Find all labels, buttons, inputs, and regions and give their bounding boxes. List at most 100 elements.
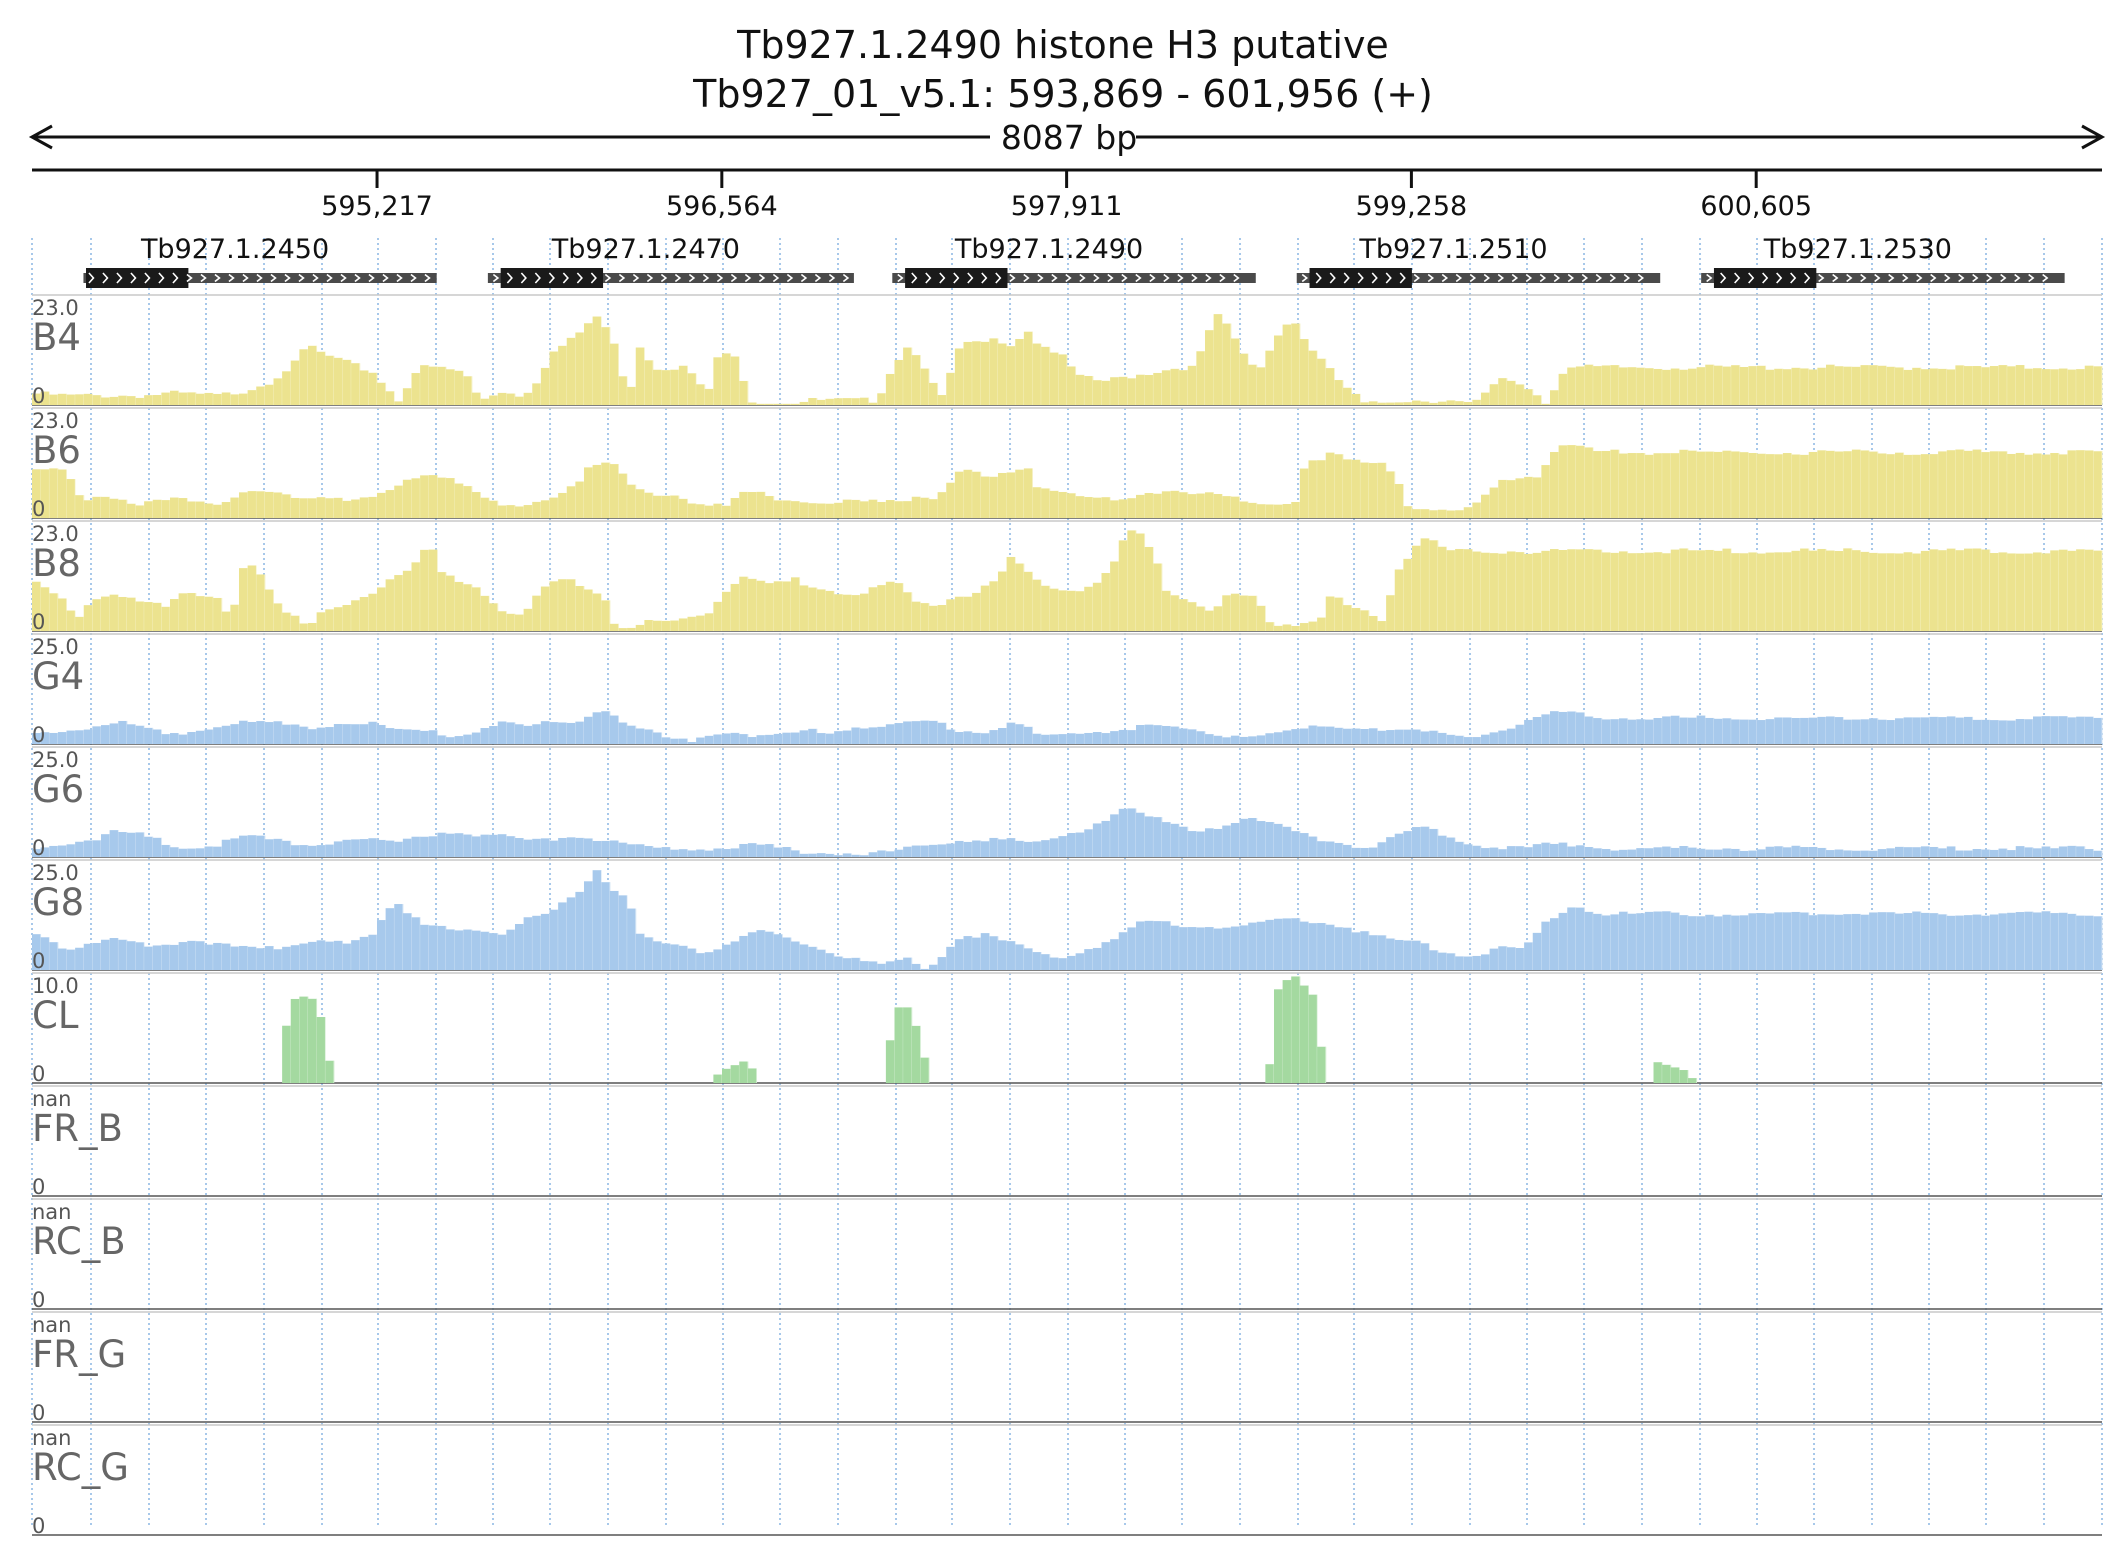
strand-chevron-icon: [298, 273, 305, 283]
coverage-bar: [1731, 451, 1741, 518]
strand-chevron-icon: [632, 273, 640, 283]
coverage-bar: [532, 724, 542, 744]
coverage-bar: [963, 596, 973, 631]
track-min-label: 0: [32, 497, 45, 521]
coverage-bar: [32, 581, 42, 631]
coverage-bar: [1325, 368, 1335, 405]
coverage-bar: [1550, 711, 1560, 744]
coverage-bar: [1299, 623, 1309, 631]
coverage-bar: [1222, 323, 1232, 405]
coverage-bar: [1446, 400, 1456, 405]
coverage-bar: [1420, 538, 1430, 631]
coverage-bar: [834, 398, 844, 405]
coverage-bar: [1851, 719, 1861, 744]
coverage-bar: [282, 946, 292, 970]
coverage-bar: [1584, 716, 1594, 744]
coverage-bar: [342, 605, 352, 631]
coverage-bar: [377, 920, 387, 970]
coverage-bar: [972, 840, 982, 857]
coverage-bar: [1705, 849, 1715, 857]
strand-chevron-icon: [967, 272, 974, 284]
coverage-bar: [489, 603, 499, 631]
coverage-bar: [1722, 548, 1732, 631]
coverage-bar: [1110, 814, 1120, 857]
coverage-bar: [1662, 1064, 1672, 1083]
coverage-bar: [1325, 924, 1335, 970]
coverage-bar: [816, 589, 826, 631]
coverage-bar: [1843, 850, 1853, 857]
coverage-bar: [661, 495, 671, 518]
coverage-bar: [221, 943, 231, 970]
coverage-bar: [101, 397, 111, 405]
coverage-bar: [480, 834, 490, 857]
coverage-bar: [549, 497, 559, 518]
coverage-bar: [687, 948, 697, 970]
coverage-bar: [1808, 369, 1818, 405]
coverage-bar: [1343, 927, 1353, 970]
coverage-bar: [66, 844, 76, 857]
coverage-bar: [2084, 849, 2094, 857]
coverage-bar: [2041, 911, 2051, 970]
strand-chevron-icon: [1315, 272, 1322, 284]
track-max-label: 25.0: [32, 635, 79, 659]
coverage-bar: [627, 484, 637, 518]
coverage-bar: [1092, 823, 1102, 857]
axis-tick-label: 600,605: [1700, 191, 1812, 222]
coverage-bar: [497, 721, 507, 744]
coverage-bar: [670, 620, 680, 631]
track-min-label: 0: [32, 1288, 45, 1312]
coverage-bar: [1644, 848, 1654, 857]
coverage-bar: [1567, 711, 1577, 744]
coverage-bar: [1834, 551, 1844, 631]
coverage-bar: [170, 599, 180, 631]
coverage-bar: [1739, 915, 1749, 970]
strand-chevron-icon: [1930, 273, 1937, 283]
coverage-bar: [1360, 728, 1370, 744]
coverage-bar: [1481, 734, 1491, 744]
track-name-label: B8: [32, 542, 81, 585]
strand-chevron-icon: [744, 273, 752, 283]
coverage-bar: [1851, 913, 1861, 970]
track-min-label: 0: [32, 1175, 45, 1199]
strand-chevron-icon: [1121, 273, 1128, 283]
coverage-bar: [1731, 719, 1741, 744]
coverage-bar: [1989, 451, 1999, 518]
coverage-bar: [57, 845, 67, 857]
coverage-bar: [894, 583, 904, 631]
coverage-bar: [1593, 366, 1603, 405]
coverage-bar: [765, 583, 775, 631]
coverage-bar: [1274, 504, 1284, 518]
coverage-bar: [428, 475, 438, 518]
coverage-bar: [894, 723, 904, 744]
coverage-bar: [558, 492, 568, 518]
coverage-bar: [178, 498, 188, 518]
coverage-bar: [342, 724, 352, 744]
strand-chevron-icon: [674, 273, 682, 283]
coverage-bar: [109, 396, 119, 405]
coverage-bar: [264, 589, 274, 631]
coverage-bar: [946, 843, 956, 857]
coverage-bar: [2076, 846, 2086, 857]
coverage-bar: [1800, 548, 1810, 631]
coverage-bar: [1032, 487, 1042, 518]
coverage-bar: [1343, 728, 1353, 744]
coverage-bar: [1627, 913, 1637, 970]
coverage-bar: [860, 728, 870, 744]
coverage-bar: [1058, 354, 1068, 405]
coverage-bar: [1808, 451, 1818, 518]
coverage-bar: [1567, 549, 1577, 631]
coverage-bar: [1308, 725, 1318, 744]
coverage-bar: [687, 850, 697, 857]
coverage-bar: [782, 847, 792, 857]
coverage-bar: [1334, 727, 1344, 744]
coverage-bar: [1826, 450, 1836, 518]
coverage-bar: [1791, 550, 1801, 631]
strand-chevron-icon: [1079, 273, 1086, 283]
coverage-bar: [747, 843, 757, 857]
coverage-bar: [1653, 717, 1663, 744]
coverage-bar: [273, 603, 283, 631]
coverage-bar: [877, 393, 887, 405]
coverage-bar: [1351, 847, 1361, 857]
